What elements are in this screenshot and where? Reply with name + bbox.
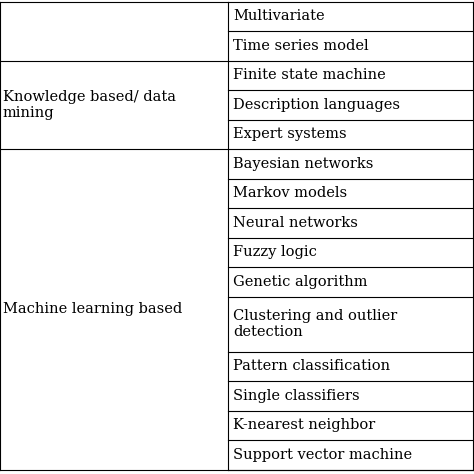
Text: Clustering and outlier
detection: Clustering and outlier detection xyxy=(233,309,397,339)
Text: Fuzzy logic: Fuzzy logic xyxy=(233,245,317,259)
Text: Multivariate: Multivariate xyxy=(233,9,325,23)
Text: K-nearest neighbor: K-nearest neighbor xyxy=(233,418,375,432)
Text: Neural networks: Neural networks xyxy=(233,216,358,230)
Text: Finite state machine: Finite state machine xyxy=(233,68,386,82)
Text: Expert systems: Expert systems xyxy=(233,127,346,141)
Text: Markov models: Markov models xyxy=(233,186,347,200)
Text: Description languages: Description languages xyxy=(233,98,400,112)
Text: Single classifiers: Single classifiers xyxy=(233,389,360,403)
Text: Bayesian networks: Bayesian networks xyxy=(233,157,374,171)
Text: Support vector machine: Support vector machine xyxy=(233,448,412,462)
Text: Knowledge based/ data
mining: Knowledge based/ data mining xyxy=(3,90,176,120)
Text: Genetic algorithm: Genetic algorithm xyxy=(233,275,367,289)
Text: Machine learning based: Machine learning based xyxy=(3,302,182,316)
Text: Pattern classification: Pattern classification xyxy=(233,359,390,373)
Text: Time series model: Time series model xyxy=(233,39,369,53)
